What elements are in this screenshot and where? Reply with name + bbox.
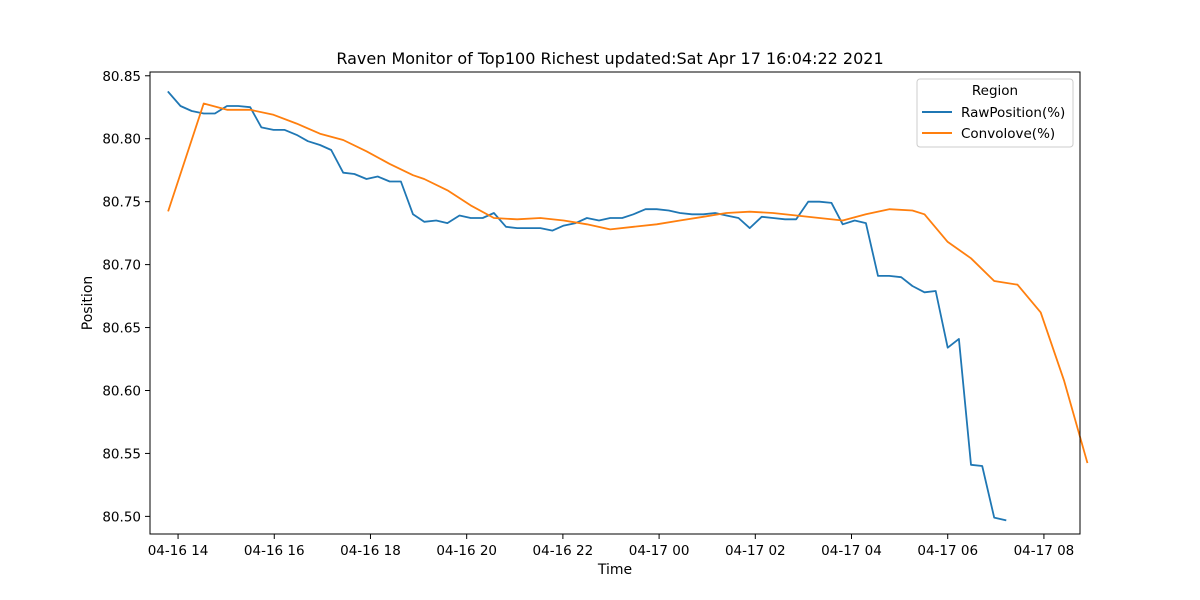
y-tick-label: 80.75 (102, 195, 141, 211)
y-axis: 80.50 80.55 80.60 80.65 80.70 80.75 80.80 80.85 (102, 69, 150, 525)
legend-box (916, 78, 1074, 148)
y-tick-label: 80.65 (102, 321, 141, 337)
legend-title: Region (972, 83, 1018, 99)
y-tick-label: 80.50 (102, 509, 141, 525)
chart-title: Raven Monitor of Top100 Richest updated:… (336, 49, 883, 68)
y-tick-label: 80.55 (102, 446, 141, 462)
series-line-raw-position (167, 90, 1007, 522)
series-layer (167, 90, 1089, 522)
x-axis: 04-16 14 04-16 16 04-16 18 04-16 20 04-16 22… (148, 534, 1075, 559)
x-tick-label: 04-16 20 (436, 543, 497, 559)
x-tick-label: 04-17 02 (725, 543, 786, 559)
x-tick-label: 04-17 00 (629, 543, 690, 559)
x-tick-label: 04-16 18 (340, 543, 401, 559)
legend: Region RawPosition(%) Convolove(%) (916, 78, 1074, 148)
y-tick-label: 80.85 (102, 69, 141, 85)
x-tick-label: 04-16 22 (533, 543, 594, 559)
series-line-convolove (167, 102, 1089, 464)
legend-label-raw-position: RawPosition(%) (961, 105, 1065, 121)
y-tick-label: 80.70 (102, 258, 141, 274)
y-axis-label: Position (80, 276, 96, 331)
x-tick-label: 04-16 16 (244, 543, 305, 559)
x-tick-label: 04-16 14 (148, 543, 209, 559)
x-tick-label: 04-17 06 (917, 543, 978, 559)
x-axis-label: Time (597, 562, 632, 578)
x-tick-label: 04-17 08 (1014, 543, 1075, 559)
y-tick-label: 80.80 (102, 132, 141, 148)
x-tick-label: 04-17 04 (821, 543, 882, 559)
legend-label-convolove: Convolove(%) (961, 126, 1055, 142)
y-tick-label: 80.60 (102, 383, 141, 399)
plot-area (149, 71, 1089, 535)
plot-frame (149, 71, 1081, 535)
